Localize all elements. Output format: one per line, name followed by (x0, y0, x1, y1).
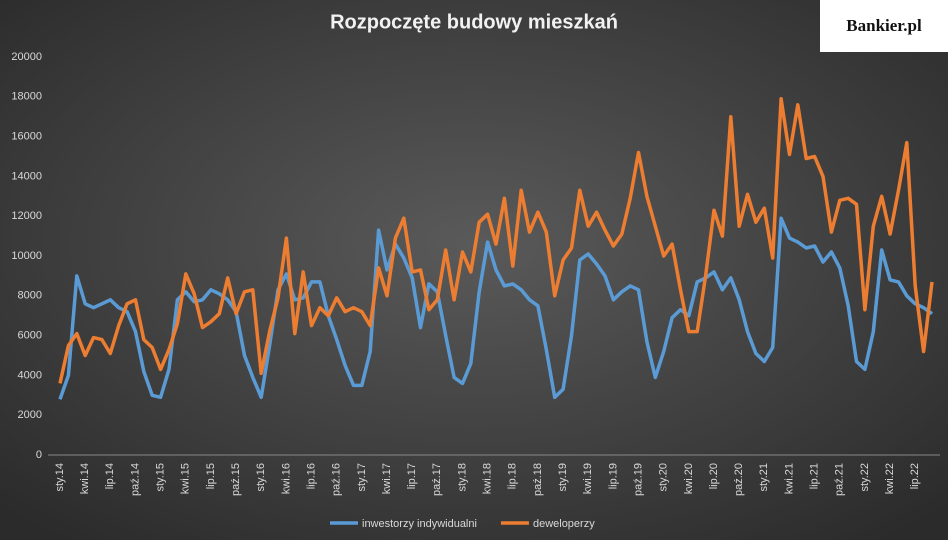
x-tick-label: lip.22 (909, 463, 921, 489)
logo: Bankier.pl (846, 16, 922, 35)
x-tick-label: kwi.19 (582, 463, 594, 494)
y-tick-label: 4000 (18, 369, 42, 381)
x-tick-label: lip.14 (104, 463, 116, 489)
x-tick-label: sty.15 (155, 463, 167, 492)
x-tick-label: sty.21 (758, 463, 770, 492)
y-tick-label: 18000 (11, 91, 42, 103)
x-tick-label: lip.19 (607, 463, 619, 489)
legend-label: inwestorzy indywidualni (362, 518, 477, 530)
y-tick-label: 6000 (18, 330, 42, 342)
x-tick-label: kwi.22 (884, 463, 896, 494)
x-tick-label: kwi.20 (683, 463, 695, 494)
x-tick-label: lip.18 (507, 463, 519, 489)
line (58, 216, 934, 400)
x-tick-label: lip.20 (708, 463, 720, 489)
y-tick-label: 8000 (18, 290, 42, 302)
y-tick-label: 20000 (11, 51, 42, 63)
x-tick-label: lip.21 (809, 463, 821, 489)
chart-title: Rozpoczęte budowy mieszkań (330, 11, 618, 33)
x-tick-label: sty.16 (255, 463, 267, 492)
y-tick-label: 12000 (11, 210, 42, 222)
x-tick-label: paź.20 (733, 463, 745, 496)
x-tick-label: kwi.15 (180, 463, 192, 494)
legend-label: deweloperzy (533, 518, 595, 530)
x-tick-label: paź.19 (632, 463, 644, 496)
x-tick-label: kwi.14 (79, 463, 91, 494)
x-tick-label: paź.18 (532, 463, 544, 496)
y-tick-label: 16000 (11, 131, 42, 143)
x-tick-label: kwi.17 (381, 463, 393, 494)
x-tick-label: paź.17 (431, 463, 443, 496)
x-tick-label: paź.21 (834, 463, 846, 496)
x-tick-label: sty.14 (54, 463, 66, 492)
x-tick-label: paź.16 (331, 463, 343, 496)
y-tick-label: 0 (36, 449, 42, 461)
y-tick-label: 2000 (18, 409, 42, 421)
x-tick-label: paź.14 (129, 463, 141, 496)
logo-box (820, 0, 948, 52)
x-tick-label: sty.19 (557, 463, 569, 492)
line (58, 97, 934, 384)
x-tick-label: sty.17 (356, 463, 368, 492)
y-tick-label: 10000 (11, 250, 42, 262)
x-tick-label: lip.16 (305, 463, 317, 489)
x-tick-label: kwi.21 (783, 463, 795, 494)
x-tick-label: lip.17 (406, 463, 418, 489)
x-tick-label: lip.15 (205, 463, 217, 489)
x-tick-label: sty.20 (658, 463, 670, 492)
x-tick-label: sty.18 (456, 463, 468, 492)
x-tick-label: sty.22 (859, 463, 871, 492)
y-tick-label: 14000 (11, 170, 42, 182)
x-tick-label: kwi.18 (482, 463, 494, 494)
x-tick-label: paź.15 (230, 463, 242, 496)
x-tick-label: kwi.16 (280, 463, 292, 494)
